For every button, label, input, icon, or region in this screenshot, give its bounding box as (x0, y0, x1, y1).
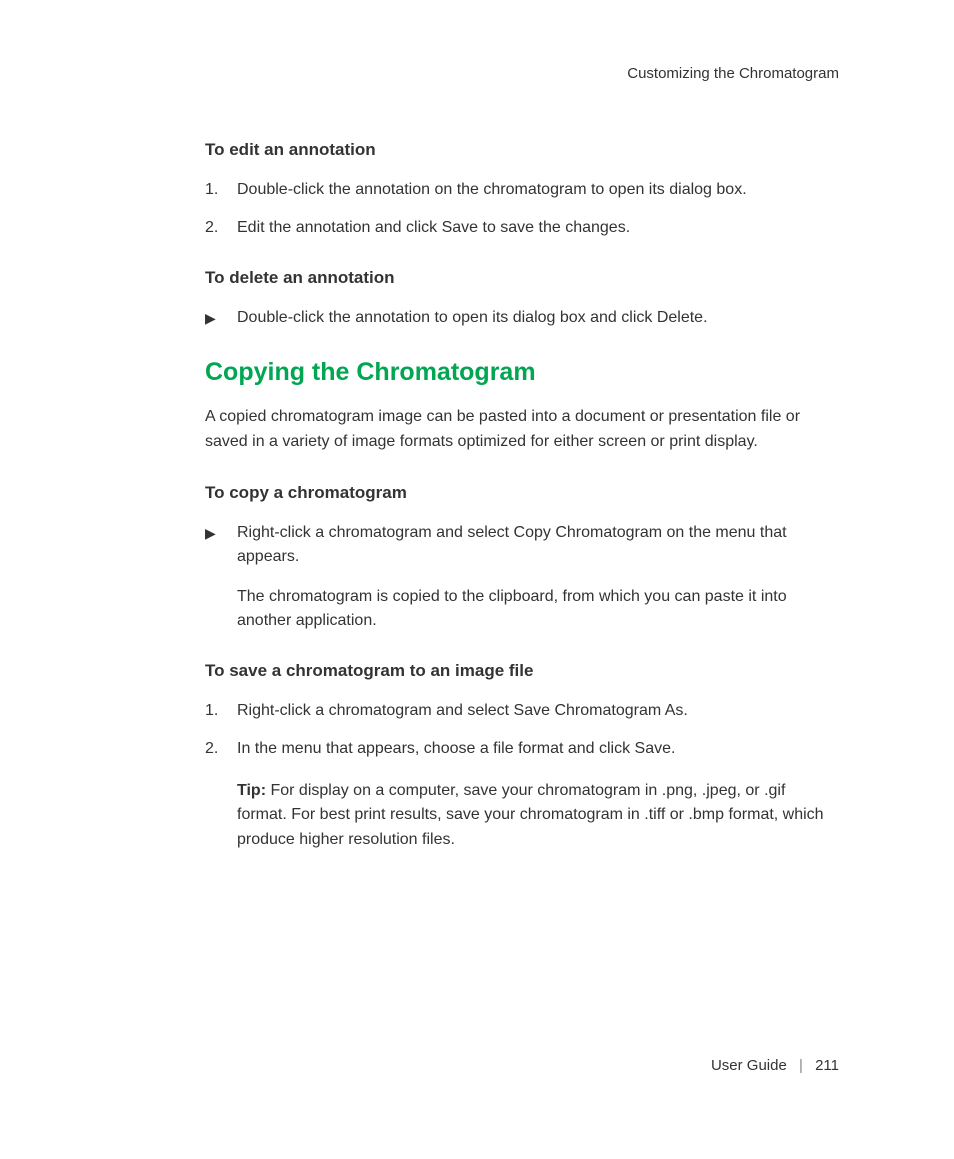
step-number: 1. (205, 699, 237, 723)
page-content: Customizing the Chromatogram To edit an … (0, 0, 954, 853)
footer-page-number: 211 (815, 1057, 839, 1074)
list-item: 1. Right-click a chromatogram and select… (205, 699, 839, 723)
footer-guide-label: User Guide (711, 1057, 787, 1074)
subheading-delete-annotation: To delete an annotation (205, 268, 839, 288)
list-item: 1. Double-click the annotation on the ch… (205, 178, 839, 202)
save-chromatogram-steps: 1. Right-click a chromatogram and select… (205, 699, 839, 761)
tip-block: Tip: For display on a computer, save you… (237, 779, 839, 853)
tip-label: Tip: (237, 782, 266, 799)
triangle-bullet-icon: ▶ (205, 521, 237, 633)
bullet-text: Right-click a chromatogram and select Co… (237, 521, 839, 633)
step-number: 2. (205, 216, 237, 240)
list-item: 2. Edit the annotation and click Save to… (205, 216, 839, 240)
section-heading-copying: Copying the Chromatogram (205, 358, 839, 387)
edit-annotation-steps: 1. Double-click the annotation on the ch… (205, 178, 839, 240)
running-head: Customizing the Chromatogram (205, 65, 839, 82)
subheading-copy-chromatogram: To copy a chromatogram (205, 483, 839, 503)
tip-text: For display on a computer, save your chr… (237, 782, 824, 849)
page-footer: User Guide | 211 (711, 1057, 839, 1074)
list-item: 2. In the menu that appears, choose a fi… (205, 737, 839, 761)
bullet-item: ▶ Right-click a chromatogram and select … (205, 521, 839, 633)
step-text: In the menu that appears, choose a file … (237, 737, 839, 761)
subheading-edit-annotation: To edit an annotation (205, 140, 839, 160)
copy-para-2: The chromatogram is copied to the clipbo… (237, 585, 839, 633)
footer-separator: | (799, 1057, 803, 1074)
bullet-text: Double-click the annotation to open its … (237, 306, 839, 330)
step-text: Right-click a chromatogram and select Sa… (237, 699, 839, 723)
copy-para-1: Right-click a chromatogram and select Co… (237, 521, 839, 569)
triangle-bullet-icon: ▶ (205, 306, 237, 330)
step-number: 1. (205, 178, 237, 202)
step-number: 2. (205, 737, 237, 761)
subheading-save-chromatogram: To save a chromatogram to an image file (205, 661, 839, 681)
step-text: Double-click the annotation on the chrom… (237, 178, 839, 202)
step-text: Edit the annotation and click Save to sa… (237, 216, 839, 240)
copying-intro: A copied chromatogram image can be paste… (205, 405, 839, 455)
bullet-item: ▶ Double-click the annotation to open it… (205, 306, 839, 330)
